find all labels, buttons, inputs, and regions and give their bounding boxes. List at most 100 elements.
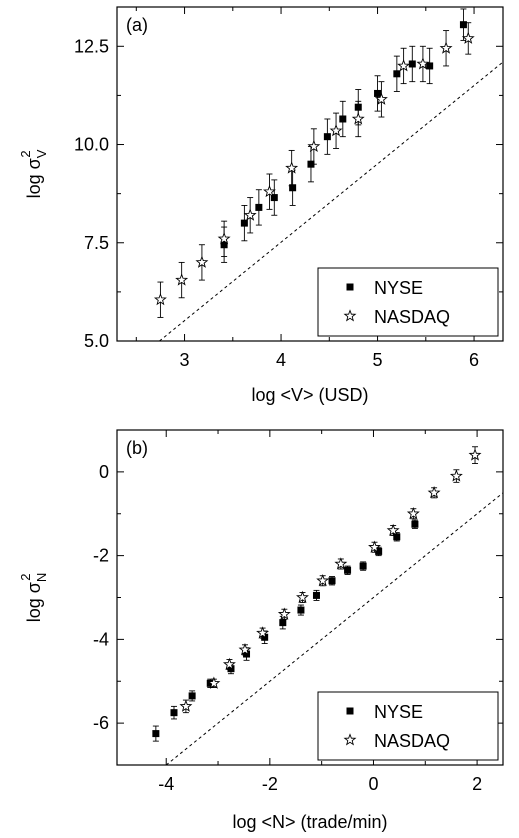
data-point-nasdaq [329,123,343,137]
y-tick-label: 10.0 [74,135,109,155]
y-axis-label-subscript: V [34,149,49,158]
data-point-nyse [297,606,305,614]
x-axis-label: log <V> (USD) [251,385,368,405]
data-point-nyse [270,194,278,202]
data-point-nasdaq [277,607,291,620]
series-nasdaq [153,22,475,318]
y-tick-label: -2 [93,546,109,566]
panel-label: (a) [126,15,148,35]
panel-a: 3 4 5 6 5.0 7.5 10.0 12.5 log <V> (USD) log σV2 (a… [18,6,504,405]
data-point-nyse [339,115,347,123]
data-point-nyse [227,665,235,673]
legend-box [317,691,499,761]
data-point-nasdaq [427,486,441,499]
y-axis-label-superscript: 2 [18,574,33,581]
x-tick-label: 0 [368,774,378,794]
x-tick-label: 5 [373,350,383,370]
y-tick-label: 7.5 [84,233,109,253]
data-point-nyse [243,650,251,658]
panel-label: (b) [126,438,148,458]
data-point-nasdaq [175,273,189,286]
y-axis-label-main: log σ [24,158,44,198]
y-axis-label: log σV2 [18,149,49,198]
legend-marker-nasdaq [343,733,357,746]
legend-label-nyse: NYSE [374,702,423,722]
x-tick-label: 2 [472,774,482,794]
legend: NYSE NASDAQ [317,267,499,337]
data-point-nasdaq [256,626,270,639]
y-axis-label-superscript: 2 [18,150,33,157]
data-point-nyse [393,533,401,541]
data-point-nyse [289,184,297,192]
data-point-nasdaq [334,557,348,570]
data-point-nyse [411,520,419,528]
y-tick-label: -6 [93,713,109,733]
legend-box [317,267,499,337]
data-point-nasdaq [195,255,209,268]
data-point-nyse [170,709,178,717]
reference-line [165,492,503,765]
data-point-nasdaq [468,448,482,461]
y-tick-label: 12.5 [74,36,109,56]
data-point-nasdaq [386,523,400,536]
legend-label-nasdaq: NASDAQ [374,307,450,327]
data-point-nyse [255,203,263,211]
data-point-nyse [344,566,352,574]
series-nyse [220,8,467,263]
data-point-nasdaq [397,59,411,72]
x-tick-label: -2 [262,774,278,794]
data-point-nasdaq [461,31,475,44]
data-point-nasdaq [153,292,167,306]
plot-frame [116,6,504,342]
y-axis-label: log σN2 [18,573,49,623]
legend-marker-nyse [346,707,354,715]
data-point-nyse [359,562,367,570]
data-point-nasdaq [296,590,309,603]
y-axis-label-main: log σ [24,582,44,622]
data-point-nasdaq [351,112,365,125]
data-point-nasdaq [263,184,276,198]
data-point-nyse [375,547,383,555]
y-tick-label: 0 [99,462,109,482]
y-axis-label-subscript: N [34,573,49,582]
data-point-nasdaq [285,161,299,174]
data-point-nasdaq [238,643,252,656]
data-point-nasdaq [222,657,236,670]
data-point-nasdaq [217,232,231,245]
data-point-nasdaq [416,57,430,70]
reference-line [159,61,503,341]
data-point-nyse [188,692,196,700]
data-point-nasdaq [374,92,388,105]
y-tick-label: -4 [93,629,109,649]
x-axis-label: log <N> (trade/min) [232,812,387,832]
series-nasdaq [179,446,482,714]
data-point-nyse [408,60,416,68]
series-nyse [152,519,419,742]
data-point-nyse [459,21,467,29]
data-point-nyse [279,619,287,627]
data-point-nasdaq [316,573,330,587]
data-point-nyse [312,591,320,599]
data-point-nasdaq [243,208,257,221]
data-point-nyse [426,62,434,70]
data-point-nasdaq [439,41,453,54]
data-point-nyse [152,730,160,738]
data-point-nasdaq [449,469,463,482]
data-point-nyse [393,70,401,78]
x-tick-label: -4 [158,774,174,794]
data-point-nyse [323,133,331,141]
legend-label-nasdaq: NASDAQ [374,731,450,751]
data-point-nasdaq [368,540,381,553]
data-point-nyse [328,577,336,585]
legend-label-nyse: NYSE [374,278,423,298]
data-point-nasdaq [179,699,193,712]
legend-marker-nyse [346,283,354,291]
y-tick-label: 5.0 [84,331,109,351]
data-point-nyse [374,89,382,97]
legend-marker-nasdaq [343,309,357,322]
data-point-nyse [240,219,248,227]
data-point-nasdaq [207,676,221,689]
x-tick-label: 6 [469,350,479,370]
